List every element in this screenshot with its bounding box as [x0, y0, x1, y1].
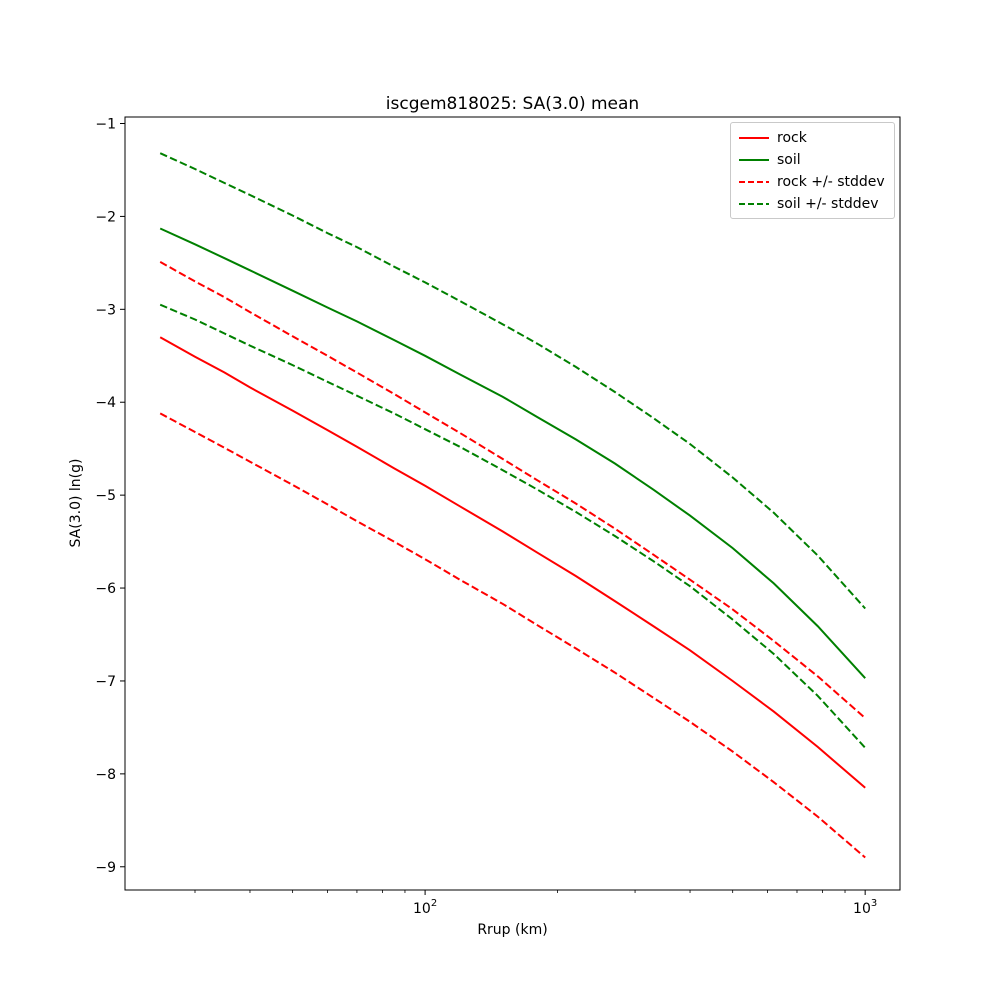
y-axis-label: SA(3.0) ln(g): [68, 458, 84, 548]
series-soil-minus-stddev-line: [159, 303, 866, 749]
series-rock-minus-stddev-line: [159, 412, 866, 859]
y-tick-label: −9: [95, 860, 116, 876]
legend: rock soil rock +/- stddev soil +/- stdde…: [730, 122, 895, 219]
legend-entry-soil-stddev: soil +/- stddev: [739, 195, 886, 212]
y-tick-label: −1: [95, 117, 116, 133]
legend-entry-rock-stddev: rock +/- stddev: [739, 173, 886, 190]
series-rock-plus-stddev-line: [159, 261, 866, 719]
series-lines: [159, 152, 866, 859]
x-tick-label: 103: [853, 898, 877, 917]
chart-title: iscgem818025: SA(3.0) mean: [385, 94, 640, 114]
y-tick-label: −6: [95, 581, 116, 597]
legend-entry-rock: rock: [739, 129, 886, 146]
plot-area-frame: [124, 116, 901, 891]
y-axis-ticks: −1 −2 −3 −4 −5 −6 −7 −8 −9: [95, 117, 125, 876]
y-tick-label: −2: [95, 209, 116, 225]
x-tick-label: 102: [413, 898, 437, 917]
y-tick-label: −3: [95, 302, 116, 318]
y-tick-label: −7: [95, 674, 116, 690]
series-soil-mean-line: [159, 227, 866, 679]
legend-entry-soil: soil: [739, 151, 886, 168]
legend-label-soil-stddev: soil +/- stddev: [777, 195, 879, 212]
legend-label-rock-stddev: rock +/- stddev: [777, 173, 885, 190]
y-tick-label: −8: [95, 767, 116, 783]
series-soil-plus-stddev-line: [159, 152, 866, 610]
x-axis-label: Rrup (km): [477, 922, 548, 938]
legend-label-rock: rock: [777, 129, 807, 146]
y-tick-label: −4: [95, 395, 116, 411]
legend-line-sample-rock-stddev: [739, 180, 769, 183]
legend-line-sample-soil: [739, 158, 769, 161]
legend-label-soil: soil: [777, 151, 801, 168]
legend-line-sample-rock: [739, 136, 769, 139]
series-rock-mean-line: [159, 336, 866, 789]
legend-line-sample-soil-stddev: [739, 202, 769, 205]
x-axis-ticks: 102 103: [194, 890, 877, 917]
y-tick-label: −5: [95, 488, 116, 504]
